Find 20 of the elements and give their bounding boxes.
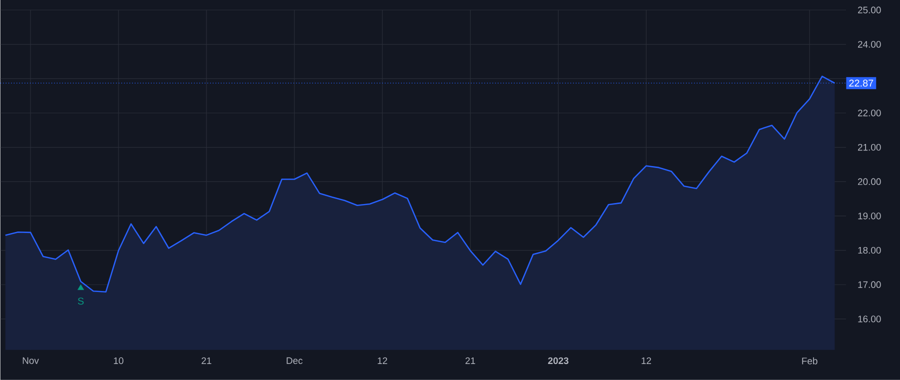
x-tick-label: 21: [466, 357, 476, 364]
y-tick-label: 20.00: [858, 178, 881, 186]
y-tick-label: 18.00: [858, 247, 881, 254]
y-tick-label: 19.00: [858, 212, 881, 220]
x-tick-label: 2023: [548, 357, 568, 364]
x-tick-label: Nov: [22, 357, 39, 364]
y-tick-label: 25.00: [858, 6, 881, 14]
y-tick-label: 24.00: [858, 41, 881, 48]
x-tick-label: 10: [114, 357, 124, 364]
y-tick-label: 17.00: [858, 281, 881, 288]
y-tick-label: 16.00: [858, 316, 881, 322]
ref-line-label: 22.87: [849, 80, 874, 87]
x-tick-label: Dec: [286, 357, 303, 364]
series-label: S: [78, 298, 84, 305]
x-tick-label: 12: [378, 357, 388, 364]
y-tick-label: 21.00: [858, 144, 881, 151]
x-tick-label: 12: [642, 357, 652, 364]
y-tick-label: 22.00: [858, 110, 881, 116]
x-tick-label: 21: [202, 357, 212, 364]
x-tick-label: Feb: [802, 357, 818, 364]
